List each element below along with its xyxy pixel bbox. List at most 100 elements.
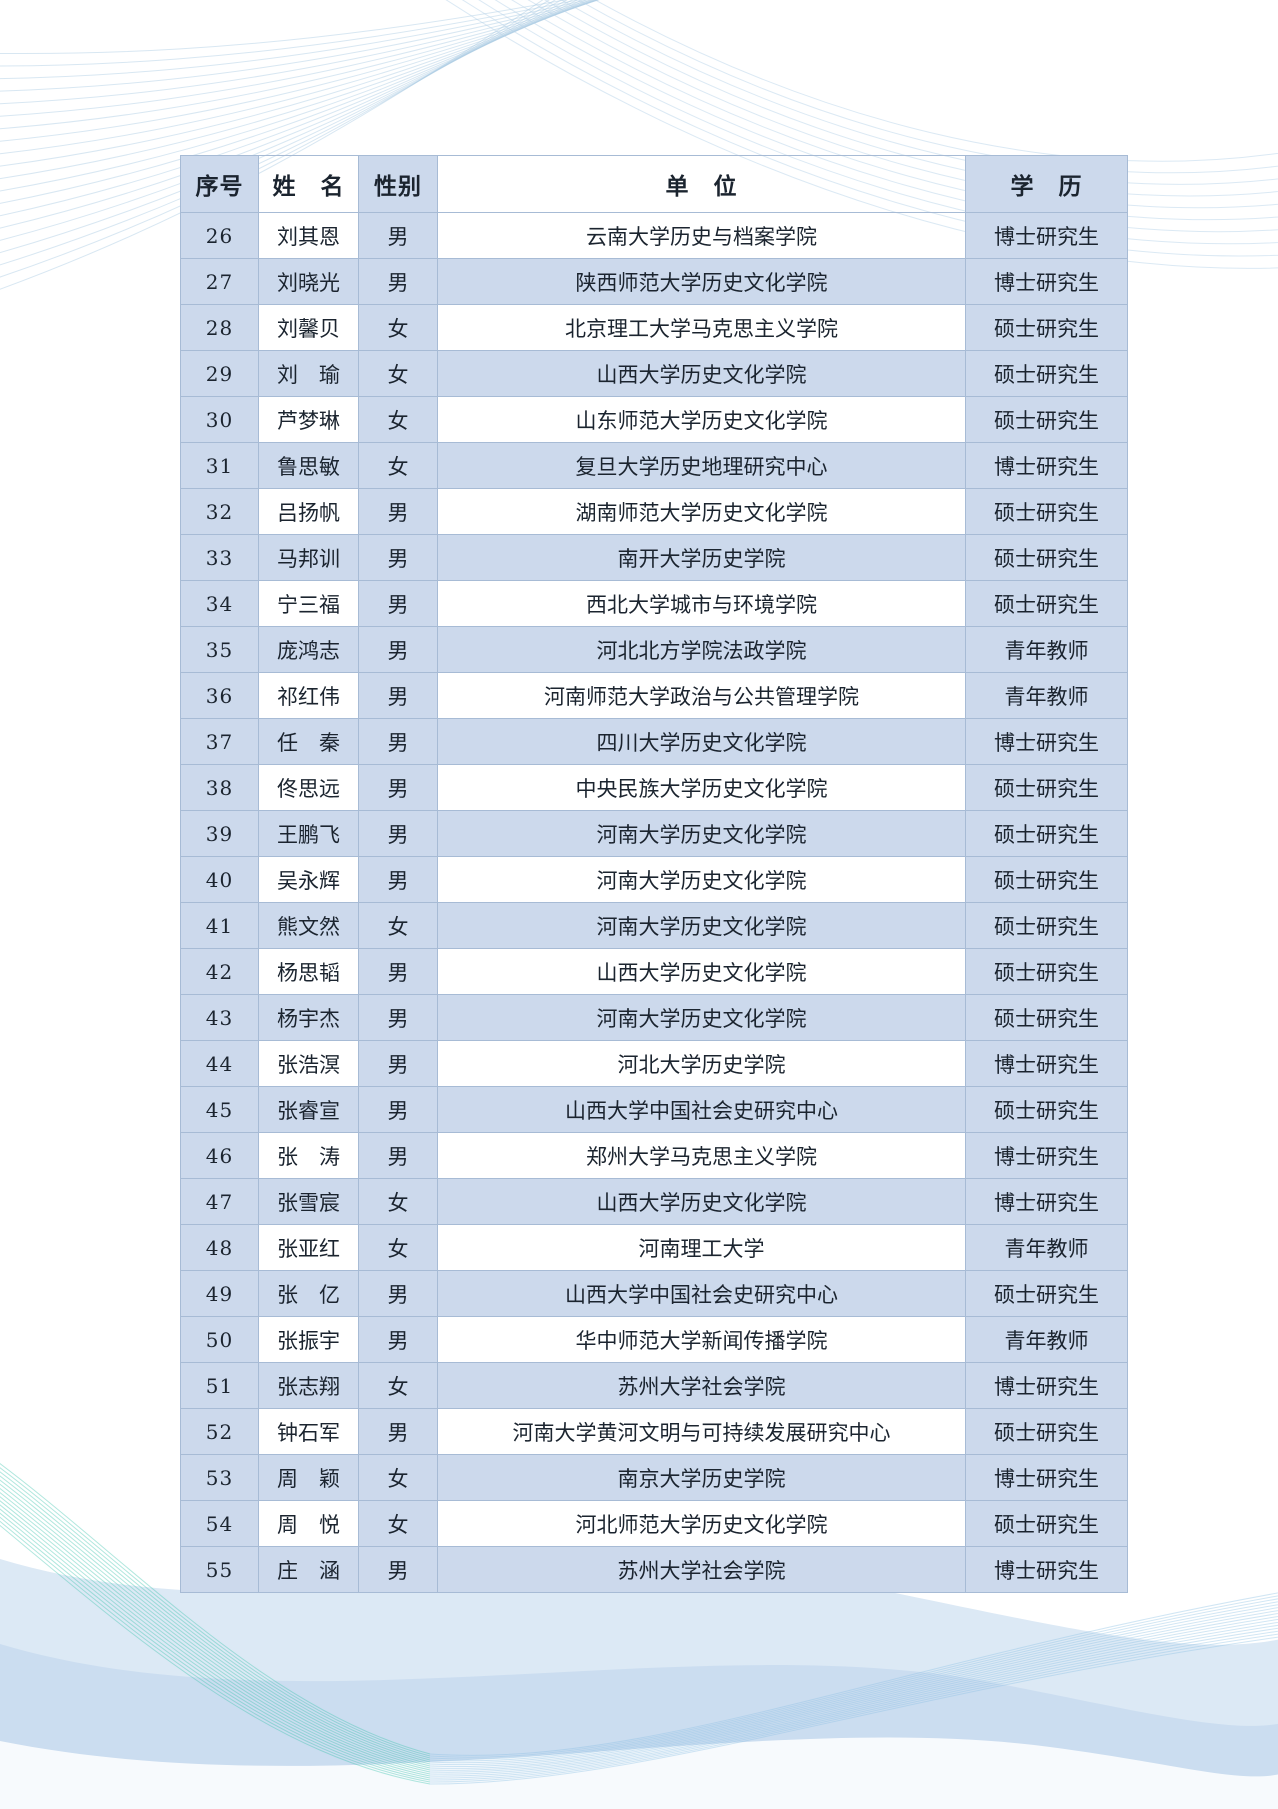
roster-table: 序号 姓 名 性别 单 位 学 历 26 刘其恩男云南大学历史与档案学院 博士研究生… — [180, 155, 1128, 1593]
table-row: 37 任 秦男四川大学历史文化学院 博士研究生 — [180, 718, 1128, 765]
cell-degree: 硕士研究生 — [965, 856, 1128, 903]
table-row: 38 佟思远男中央民族大学历史文化学院 硕士研究生 — [180, 764, 1128, 811]
cell-unit: 湖南师范大学历史文化学院 — [437, 488, 966, 535]
cell-no: 49 — [180, 1270, 259, 1317]
cell-unit: 河南大学黄河文明与可持续发展研究中心 — [437, 1408, 966, 1455]
table-row: 42 杨思韬男山西大学历史文化学院 硕士研究生 — [180, 948, 1128, 995]
decorative-line — [0, 0, 595, 167]
cell-unit: 华中师范大学新闻传播学院 — [437, 1316, 966, 1363]
table-row: 44 张浩溟男河北大学历史学院 博士研究生 — [180, 1040, 1128, 1087]
cell-gender: 女 — [358, 304, 438, 351]
decorative-line — [0, 0, 598, 105]
cell-degree: 博士研究生 — [965, 1040, 1128, 1087]
cell-no: 51 — [180, 1362, 259, 1409]
cell-unit: 河北大学历史学院 — [437, 1040, 966, 1087]
cell-name: 芦梦琳 — [258, 396, 359, 443]
table-row: 46 张 涛男郑州大学马克思主义学院 博士研究生 — [180, 1132, 1128, 1179]
cell-gender: 男 — [358, 488, 438, 535]
cell-no: 47 — [180, 1178, 259, 1225]
cell-name: 张浩溟 — [258, 1040, 359, 1087]
decorative-line — [0, 0, 580, 67]
cell-unit: 四川大学历史文化学院 — [437, 718, 966, 765]
table-row: 47 张雪宸女山西大学历史文化学院 博士研究生 — [180, 1178, 1128, 1225]
cell-no: 48 — [180, 1224, 259, 1271]
cell-gender: 女 — [358, 902, 438, 949]
cell-unit: 河北北方学院法政学院 — [437, 626, 966, 673]
cell-gender: 男 — [358, 258, 438, 305]
cell-unit: 复旦大学历史地理研究中心 — [437, 442, 966, 489]
cell-unit: 河南大学历史文化学院 — [437, 994, 966, 1041]
cell-unit: 山西大学中国社会史研究中心 — [437, 1270, 966, 1317]
decorative-line — [429, 1595, 1278, 1758]
cell-name: 鲁思敏 — [258, 442, 359, 489]
cell-no: 43 — [180, 994, 259, 1041]
cell-name: 张 涛 — [258, 1132, 359, 1179]
table-row: 52 钟石军男河南大学黄河文明与可持续发展研究中心 硕士研究生 — [180, 1408, 1128, 1455]
cell-gender: 女 — [358, 1454, 438, 1501]
cell-no: 50 — [180, 1316, 259, 1363]
table-row: 31 鲁思敏女复旦大学历史地理研究中心 博士研究生 — [180, 442, 1128, 489]
bottom-wave-light-band — [0, 1559, 1278, 1809]
cell-no: 44 — [180, 1040, 259, 1087]
table-row: 36 祁红伟男河南师范大学政治与公共管理学院 青年教师 — [180, 672, 1128, 719]
cell-unit: 苏州大学社会学院 — [437, 1546, 966, 1593]
cell-no: 36 — [180, 672, 259, 719]
cell-unit: 中央民族大学历史文化学院 — [437, 764, 966, 811]
cell-no: 28 — [180, 304, 259, 351]
decorative-line — [429, 1601, 1278, 1762]
decorative-line — [429, 1636, 1278, 1785]
cell-unit: 西北大学城市与环境学院 — [437, 580, 966, 627]
cell-unit: 河南师范大学政治与公共管理学院 — [437, 672, 966, 719]
cell-name: 庄 涵 — [258, 1546, 359, 1593]
cell-no: 32 — [180, 488, 259, 535]
decorative-line — [429, 1621, 1278, 1775]
cell-degree: 硕士研究生 — [965, 1086, 1128, 1133]
cell-gender: 男 — [358, 1546, 438, 1593]
decorative-line — [0, 0, 589, 80]
cell-name: 马邦训 — [258, 534, 359, 581]
decorative-line — [0, 0, 600, 130]
cell-degree: 硕士研究生 — [965, 304, 1128, 351]
cell-name: 张亚红 — [258, 1224, 359, 1271]
decorative-line — [0, 0, 595, 92]
cell-name: 张 亿 — [258, 1270, 359, 1317]
cell-degree: 硕士研究生 — [965, 488, 1128, 535]
table-row: 41 熊文然女河南大学历史文化学院 硕士研究生 — [180, 902, 1128, 949]
cell-unit: 南开大学历史学院 — [437, 534, 966, 581]
cell-degree: 博士研究生 — [965, 1546, 1128, 1593]
cell-no: 42 — [180, 948, 259, 995]
cell-gender: 女 — [358, 1500, 438, 1547]
cell-unit: 山西大学中国社会史研究中心 — [437, 1086, 966, 1133]
cell-no: 37 — [180, 718, 259, 765]
cell-name: 吴永辉 — [258, 856, 359, 903]
cell-no: 53 — [180, 1454, 259, 1501]
decorative-line — [429, 1607, 1278, 1766]
decorative-line — [0, 0, 599, 142]
cell-name: 钟石军 — [258, 1408, 359, 1455]
table-row: 45 张睿宣男山西大学中国社会史研究中心 硕士研究生 — [180, 1086, 1128, 1133]
header-no: 序号 — [180, 155, 259, 213]
cell-degree: 青年教师 — [965, 1224, 1128, 1271]
header-name: 姓 名 — [258, 155, 359, 213]
cell-degree: 硕士研究生 — [965, 764, 1128, 811]
cell-unit: 山西大学历史文化学院 — [437, 948, 966, 995]
decorative-line — [429, 1627, 1278, 1779]
cell-unit: 河南大学历史文化学院 — [437, 902, 966, 949]
table-row: 32 吕扬帆男湖南师范大学历史文化学院 硕士研究生 — [180, 488, 1128, 535]
table-row: 30 芦梦琳女山东师范大学历史文化学院 硕士研究生 — [180, 396, 1128, 443]
table-row: 50 张振宇男华中师范大学新闻传播学院 青年教师 — [180, 1316, 1128, 1363]
cell-name: 张睿宣 — [258, 1086, 359, 1133]
cell-no: 54 — [180, 1500, 259, 1547]
cell-gender: 女 — [358, 1178, 438, 1225]
cell-no: 31 — [180, 442, 259, 489]
cell-name: 宁三福 — [258, 580, 359, 627]
cell-name: 王鹏飞 — [258, 810, 359, 857]
cell-unit: 河北师范大学历史文化学院 — [437, 1500, 966, 1547]
decorative-line — [429, 1613, 1278, 1769]
cell-gender: 女 — [358, 396, 438, 443]
cell-degree: 硕士研究生 — [965, 1270, 1128, 1317]
cell-gender: 男 — [358, 672, 438, 719]
cell-degree: 青年教师 — [965, 672, 1128, 719]
cell-degree: 硕士研究生 — [965, 994, 1128, 1041]
header-gender: 性别 — [358, 155, 438, 213]
